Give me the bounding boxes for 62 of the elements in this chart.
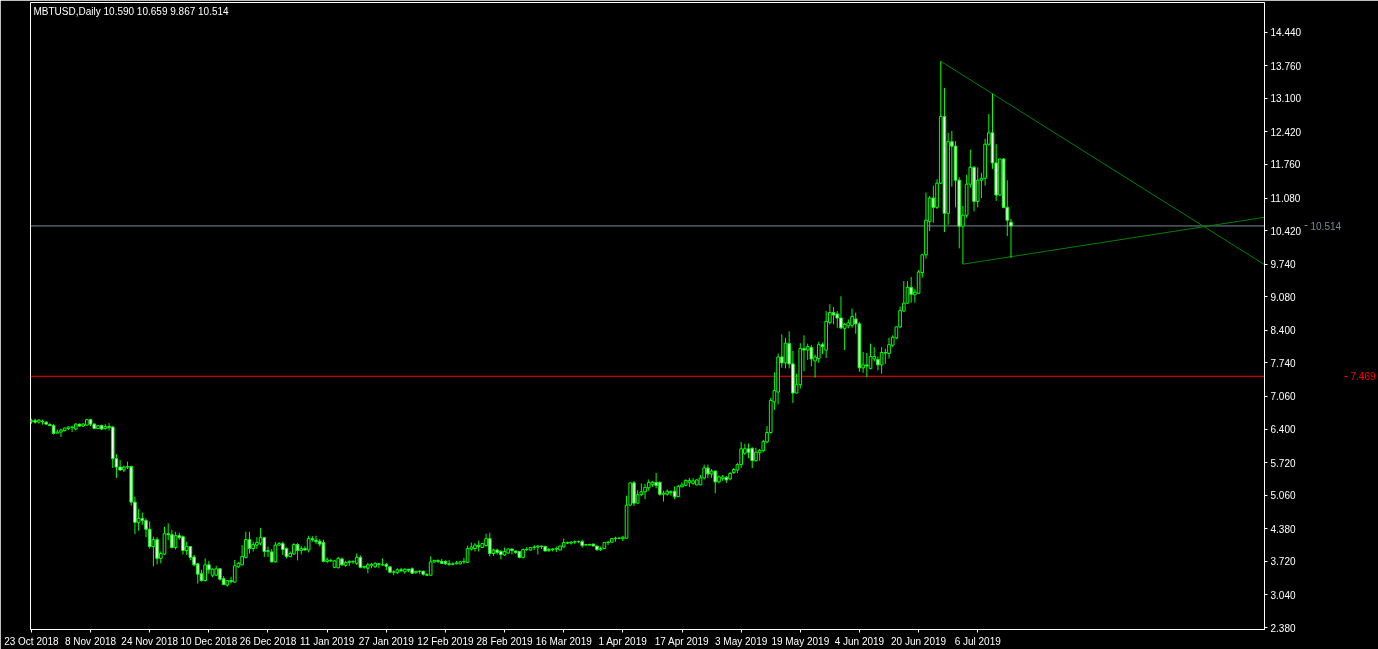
y-tick-label: 13.100 bbox=[1270, 93, 1302, 105]
candlestick bbox=[447, 559, 451, 567]
ref-line-label: 7.469 bbox=[1350, 371, 1376, 383]
candlestick bbox=[399, 567, 403, 573]
y-tick-label: 14.440 bbox=[1270, 27, 1302, 39]
y-tick-label: 5.060 bbox=[1270, 490, 1296, 502]
candlestick bbox=[739, 441, 743, 469]
candlestick bbox=[547, 547, 551, 553]
x-tick-label: 19 May 2019 bbox=[771, 635, 830, 647]
y-tick-label: 5.720 bbox=[1270, 457, 1296, 469]
candlestick bbox=[864, 352, 869, 378]
candlestick bbox=[909, 276, 914, 304]
y-tick-label: 12.420 bbox=[1270, 126, 1302, 138]
x-tick-label: 20 Jun 2019 bbox=[891, 635, 947, 647]
chart-title: MBTUSD,Daily 10.590 10.659 9.867 10.514 bbox=[33, 5, 230, 17]
x-tick-label: 12 Feb 2019 bbox=[417, 635, 474, 647]
y-tick-label: 7.060 bbox=[1270, 391, 1296, 403]
candlestick bbox=[510, 548, 514, 555]
x-tick-label: 17 Apr 2019 bbox=[654, 635, 710, 647]
ref-line-label: 10.514 bbox=[1310, 220, 1342, 232]
candlestick bbox=[436, 558, 440, 564]
x-tick-label: 27 Jan 2019 bbox=[358, 635, 415, 647]
y-tick-label: 11.080 bbox=[1270, 193, 1301, 205]
x-tick-label: 8 Nov 2018 bbox=[64, 635, 117, 647]
y-tick-label: 3.040 bbox=[1270, 589, 1296, 601]
y-tick-label: 10.420 bbox=[1270, 225, 1302, 237]
candlestick bbox=[606, 540, 610, 546]
candlestick bbox=[669, 489, 673, 497]
x-tick-label: 6 Jul 2019 bbox=[954, 635, 1002, 647]
x-tick-label: 23 Oct 2018 bbox=[4, 635, 60, 647]
y-tick-label: 11.760 bbox=[1270, 159, 1301, 171]
candlestick bbox=[532, 544, 536, 551]
x-tick-label: 3 May 2019 bbox=[715, 635, 768, 647]
y-tick-label: 8.400 bbox=[1270, 325, 1296, 337]
candlestick bbox=[70, 425, 74, 433]
candlestick bbox=[643, 483, 647, 500]
y-tick-label: 9.740 bbox=[1270, 259, 1296, 271]
x-tick-label: 24 Nov 2018 bbox=[121, 635, 179, 647]
x-tick-label: 16 Mar 2019 bbox=[535, 635, 593, 647]
candlestick bbox=[975, 166, 980, 208]
candlestick bbox=[59, 428, 63, 438]
y-tick-label: 2.380 bbox=[1270, 622, 1296, 634]
candlestick bbox=[377, 562, 381, 569]
candlestick bbox=[632, 480, 636, 507]
x-tick-label: 1 Apr 2019 bbox=[598, 635, 648, 647]
y-tick-label: 4.380 bbox=[1270, 523, 1296, 535]
candlestick bbox=[351, 559, 355, 565]
x-tick-label: 28 Feb 2019 bbox=[476, 635, 534, 647]
y-tick-label: 13.760 bbox=[1270, 60, 1302, 72]
candlestick bbox=[931, 185, 936, 224]
x-tick-label: 11 Jan 2019 bbox=[299, 635, 355, 647]
candlestick bbox=[499, 549, 503, 560]
candlestick bbox=[314, 535, 318, 545]
candlestick bbox=[203, 557, 207, 583]
y-tick-label: 6.400 bbox=[1270, 424, 1296, 436]
y-tick-label: 9.080 bbox=[1270, 291, 1296, 303]
x-tick-label: 10 Dec 2018 bbox=[180, 635, 238, 647]
candlestick bbox=[155, 536, 159, 565]
y-tick-label: 7.740 bbox=[1270, 357, 1296, 369]
x-tick-label: 4 Jun 2019 bbox=[834, 635, 885, 647]
y-tick-label: 3.720 bbox=[1270, 556, 1296, 568]
x-tick-label: 26 Dec 2018 bbox=[239, 635, 297, 647]
